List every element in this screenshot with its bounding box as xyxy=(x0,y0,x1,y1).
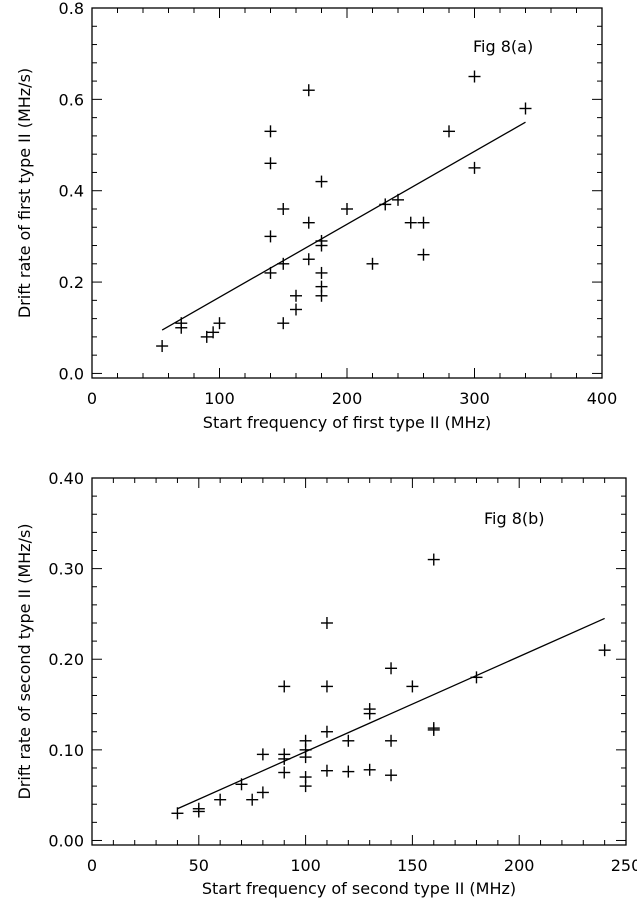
x-tick-label: 250 xyxy=(611,856,637,875)
panel-fig-8a: 0 100 200 300 400 0.0 0.2 0.4 0.6 0.8 Fig 8(a) S… xyxy=(15,0,617,432)
data-point xyxy=(427,723,440,736)
y-axis-label-b: Drift rate of second type II (MHz/s) xyxy=(15,523,34,799)
fit-line-b xyxy=(177,617,605,810)
panel-fig-8b: 0 50 100 150 200 250 0.00 0.10 0.20 0.30 0.40 Fig… xyxy=(15,469,637,898)
x-tick-label: 400 xyxy=(587,389,618,408)
data-point xyxy=(406,680,419,693)
data-point xyxy=(302,84,315,97)
data-point xyxy=(315,175,328,188)
data-point xyxy=(156,340,169,353)
data-point xyxy=(256,748,269,761)
y-tick-label: 0.0 xyxy=(59,364,84,383)
y-tick-labels-a: 0.0 0.2 0.4 0.6 0.8 xyxy=(59,0,84,383)
x-tick-label: 200 xyxy=(504,856,535,875)
x-tick-labels-b: 0 50 100 150 200 250 xyxy=(87,856,637,875)
data-point xyxy=(278,680,291,693)
data-point xyxy=(363,763,376,776)
y-tick-label: 0.4 xyxy=(59,182,84,201)
data-point xyxy=(519,102,532,115)
x-tick-label: 300 xyxy=(459,389,490,408)
data-point xyxy=(320,680,333,693)
y-tick-label: 0.40 xyxy=(48,469,84,488)
data-point xyxy=(468,161,481,174)
annotation-fig-8b: Fig 8(b) xyxy=(484,509,545,528)
data-point xyxy=(443,125,455,138)
y-tick-label: 0.30 xyxy=(48,560,84,579)
data-point xyxy=(320,616,333,629)
x-tick-labels-a: 0 100 200 300 400 xyxy=(87,389,617,408)
data-point xyxy=(264,266,277,279)
data-point xyxy=(385,734,398,747)
data-point xyxy=(207,326,220,339)
y-tick-label: 0.8 xyxy=(59,0,84,18)
data-point xyxy=(246,793,259,806)
data-point xyxy=(213,317,226,330)
x-tick-label: 50 xyxy=(189,856,209,875)
scatter-points-b xyxy=(171,553,611,820)
fit-line-a xyxy=(161,121,526,331)
x-axis-label-a: Start frequency of first type II (MHz) xyxy=(203,413,491,432)
data-point xyxy=(290,289,302,302)
data-point xyxy=(342,765,355,778)
data-point xyxy=(290,303,302,316)
data-point xyxy=(342,734,355,747)
data-point xyxy=(315,289,328,302)
data-point xyxy=(320,725,333,738)
data-point xyxy=(264,230,277,243)
data-point xyxy=(302,216,315,229)
y-tick-label: 0.00 xyxy=(48,831,84,850)
ticks-b xyxy=(91,477,627,845)
plot-frame-a xyxy=(91,7,603,379)
data-point xyxy=(277,257,290,270)
data-point xyxy=(256,786,269,799)
y-tick-label: 0.2 xyxy=(59,273,84,292)
data-point xyxy=(214,793,227,806)
data-point xyxy=(468,70,481,83)
x-tick-label: 100 xyxy=(204,389,235,408)
x-tick-label: 200 xyxy=(332,389,363,408)
data-point xyxy=(299,780,312,793)
x-tick-label: 150 xyxy=(397,856,428,875)
x-tick-label: 0 xyxy=(87,856,97,875)
data-point xyxy=(315,239,328,252)
y-tick-label: 0.10 xyxy=(48,741,84,760)
data-point xyxy=(598,644,611,657)
data-point xyxy=(299,751,312,764)
data-point xyxy=(200,330,213,343)
data-point xyxy=(385,769,398,782)
data-point xyxy=(427,553,440,566)
data-point xyxy=(278,766,291,779)
data-point xyxy=(385,662,398,675)
data-point xyxy=(417,248,430,261)
data-point xyxy=(171,807,184,820)
x-axis-label-b: Start frequency of second type II (MHz) xyxy=(202,879,516,898)
data-point xyxy=(264,157,277,170)
data-point xyxy=(192,805,205,818)
annotation-fig-8a: Fig 8(a) xyxy=(473,37,533,56)
scatter-points-a xyxy=(156,70,532,353)
y-tick-label: 0.20 xyxy=(48,650,84,669)
y-tick-label: 0.6 xyxy=(59,90,84,109)
data-point xyxy=(404,216,417,229)
data-point xyxy=(302,253,315,266)
data-point xyxy=(341,202,353,215)
ticks-a xyxy=(91,7,603,378)
data-point xyxy=(417,216,430,229)
data-point xyxy=(315,266,328,279)
data-point xyxy=(277,202,290,215)
data-point xyxy=(320,764,333,777)
x-tick-label: 100 xyxy=(290,856,321,875)
y-axis-label-a: Drift rate of first type II (MHz/s) xyxy=(15,68,34,318)
data-point xyxy=(264,125,277,138)
data-point xyxy=(363,707,376,720)
x-tick-label: 0 xyxy=(87,389,97,408)
plot-frame-b xyxy=(91,477,627,846)
y-tick-labels-b: 0.00 0.10 0.20 0.30 0.40 xyxy=(48,469,84,850)
data-point xyxy=(277,317,290,330)
data-point xyxy=(175,321,188,334)
data-point xyxy=(366,257,379,270)
